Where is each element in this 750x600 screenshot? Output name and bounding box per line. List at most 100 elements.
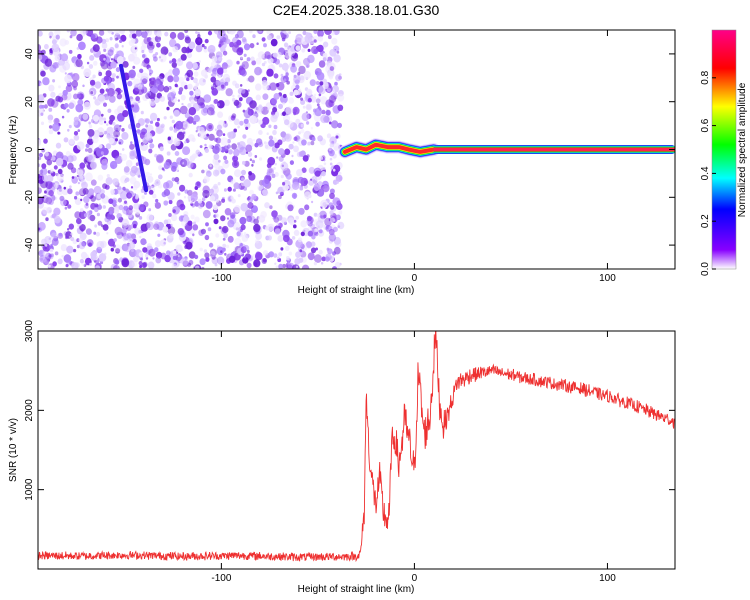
noise-blob [110, 58, 114, 61]
noise-blob [295, 251, 301, 258]
colorbar-gradient [711, 29, 737, 270]
noise-blob [152, 257, 155, 260]
noise-blob [195, 44, 203, 53]
noise-blob [295, 45, 301, 51]
noise-blob [122, 110, 129, 118]
noise-blob [83, 213, 88, 218]
noise-blob [67, 162, 74, 170]
noise-blob [77, 169, 84, 176]
noise-blob [135, 162, 139, 166]
noise-blob [118, 204, 124, 211]
noise-blob [45, 197, 53, 205]
noise-blob [284, 45, 291, 54]
noise-blob [54, 215, 61, 224]
snr-xlabel: Height of straight line (km) [298, 584, 415, 595]
noise-blob [172, 67, 180, 77]
noise-blob [328, 202, 334, 208]
noise-blob [66, 30, 70, 33]
noise-blob [62, 61, 71, 71]
noise-blob [174, 151, 180, 156]
noise-blob [159, 95, 165, 102]
noise-blob [301, 264, 310, 269]
noise-blob [154, 179, 161, 186]
noise-blob [288, 251, 293, 256]
noise-blob [113, 130, 116, 133]
noise-blob [113, 238, 117, 242]
noise-blob [55, 151, 64, 161]
noise-blob [306, 215, 312, 222]
colorbar-tick-label: 0.0 [700, 262, 711, 276]
noise-blob [338, 171, 342, 175]
noise-blob [129, 143, 135, 150]
noise-blob [329, 142, 334, 148]
noise-blob [163, 188, 171, 197]
noise-blob [229, 41, 235, 48]
noise-blob [133, 180, 141, 189]
noise-blob [198, 38, 201, 42]
noise-blob [149, 173, 153, 176]
noise-blob [211, 55, 218, 63]
noise-blob [325, 256, 330, 262]
noise-blob [78, 241, 86, 250]
noise-blob [62, 89, 68, 96]
noise-blob [243, 244, 250, 252]
noise-blob [242, 134, 247, 139]
noise-blob [80, 198, 83, 202]
noise-blob [204, 38, 209, 44]
noise-blob [144, 118, 150, 124]
noise-blob [83, 263, 87, 267]
noise-blob [184, 123, 188, 127]
noise-blob [330, 217, 336, 223]
noise-blob [272, 216, 275, 220]
noise-blob [224, 81, 229, 86]
noise-blob [144, 253, 149, 258]
noise-blob [44, 246, 47, 250]
noise-blob [200, 153, 203, 157]
noise-blob [155, 251, 163, 259]
noise-blob [258, 119, 263, 125]
noise-blob [215, 213, 219, 218]
noise-blob [177, 99, 180, 102]
noise-blob [337, 93, 345, 102]
noise-blob [202, 79, 206, 83]
y-tick-label: -40 [24, 237, 35, 252]
noise-blob [246, 197, 250, 201]
noise-blob [252, 34, 256, 39]
noise-blob [202, 197, 206, 202]
noise-blob [322, 184, 330, 193]
noise-blob [43, 104, 48, 109]
noise-blob [88, 64, 94, 69]
noise-blob [119, 124, 122, 128]
noise-blob [266, 167, 275, 176]
noise-blob [306, 121, 310, 125]
noise-blob [331, 120, 339, 129]
noise-blob [218, 132, 222, 137]
noise-blob [87, 138, 94, 146]
noise-blob [249, 100, 257, 109]
noise-blob [336, 200, 342, 206]
noise-blob [156, 154, 164, 163]
noise-blob [313, 183, 320, 192]
noise-blob [148, 208, 152, 212]
noise-blob [115, 248, 121, 254]
x-tick-label: -100 [211, 273, 231, 284]
noise-blob [314, 254, 322, 263]
noise-blob [64, 206, 68, 210]
noise-blob [215, 233, 220, 238]
noise-blob [227, 219, 235, 228]
noise-blob [235, 227, 239, 231]
noise-blob [309, 79, 316, 87]
noise-blob [203, 249, 208, 254]
noise-blob [245, 209, 253, 218]
noise-blob [299, 249, 303, 253]
noise-blob [329, 136, 337, 145]
noise-blob [139, 264, 143, 269]
noise-blob [85, 228, 92, 235]
noise-blob [291, 236, 296, 240]
noise-blob [222, 133, 226, 137]
noise-blob [205, 201, 213, 209]
noise-blob [55, 142, 62, 149]
noise-blob [167, 136, 171, 141]
noise-blob [142, 30, 146, 33]
noise-blob [227, 235, 234, 243]
